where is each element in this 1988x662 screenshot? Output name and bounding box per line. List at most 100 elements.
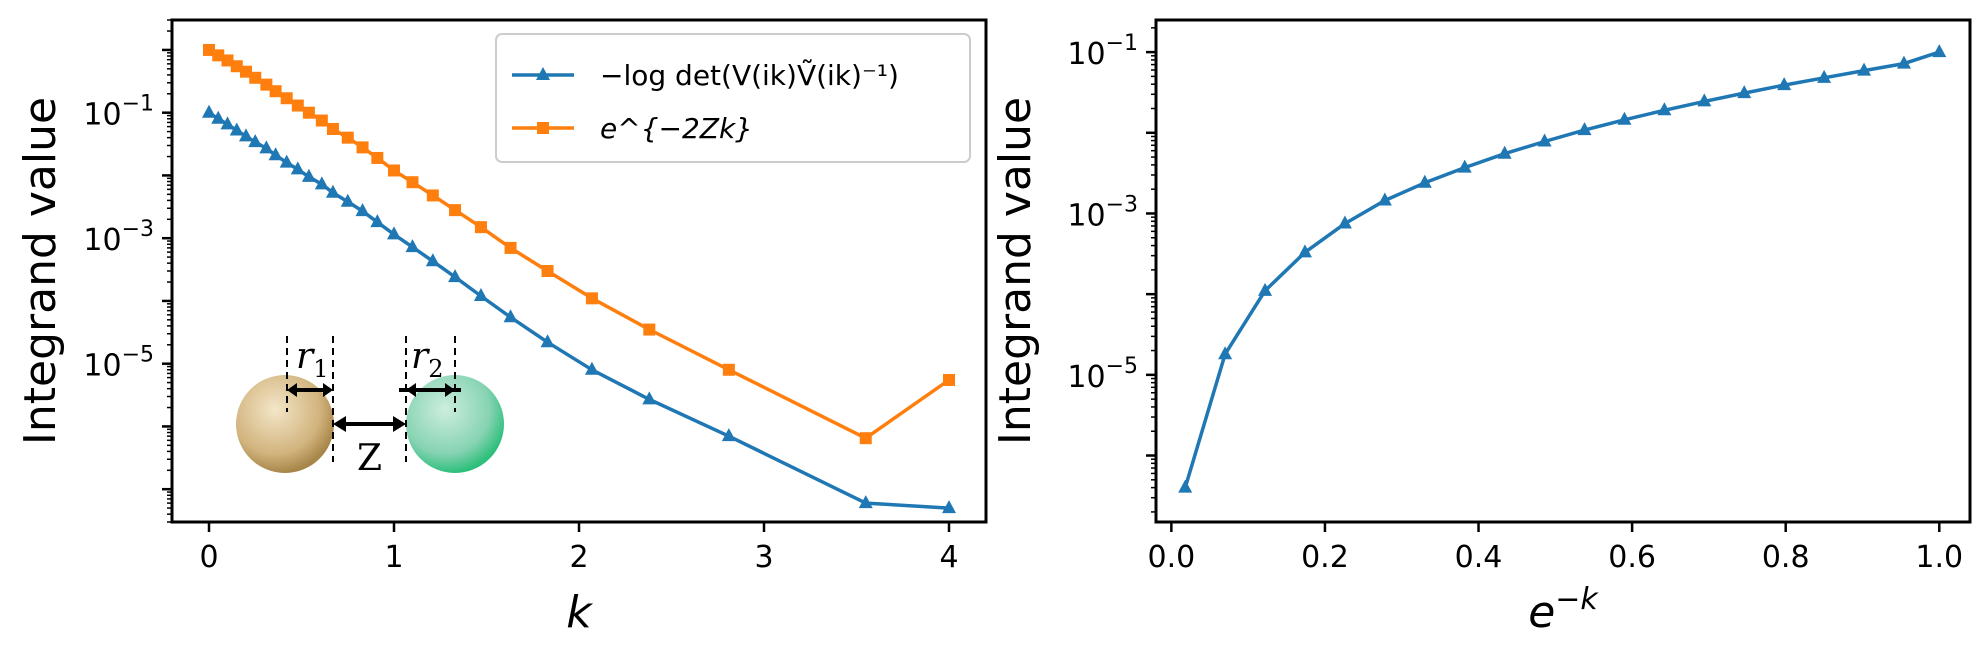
data-point-square	[249, 71, 262, 84]
data-point-triangle	[1932, 44, 1947, 58]
data-point-triangle	[642, 391, 657, 405]
data-point-triangle	[259, 140, 274, 154]
data-point-triangle	[239, 128, 253, 142]
data-point-square	[302, 106, 315, 119]
arrowhead	[333, 416, 346, 432]
data-point-triangle	[340, 193, 355, 207]
x-tick-label: 0	[199, 540, 218, 575]
data-point-square	[585, 292, 598, 305]
left-chart: 0 1 2 3 4 10−1 10−3 10−5 Integrand value k −lo…	[15, 18, 988, 638]
x-tick-label: 0.0	[1147, 540, 1195, 575]
data-point-triangle	[202, 104, 216, 118]
x-tick-label: 0.4	[1455, 540, 1503, 575]
data-point-triangle	[301, 168, 316, 182]
data-point-triangle	[1817, 69, 1832, 83]
data-point-triangle	[1537, 133, 1552, 147]
data-point-triangle	[425, 253, 440, 267]
legend-marker-square	[537, 122, 549, 134]
data-point-triangle	[1896, 55, 1911, 69]
data-point-triangle	[1497, 145, 1512, 159]
right-x-ticks: 0.0 0.2 0.4 0.6 0.8 1.0	[1147, 522, 1963, 575]
y-tick-label: 10−3	[83, 217, 154, 258]
data-point-square	[269, 85, 282, 98]
data-point-square	[341, 131, 354, 144]
data-point-triangle	[1617, 111, 1632, 125]
data-point-square	[326, 122, 339, 135]
data-point-triangle	[448, 269, 463, 283]
left-y-ticks: 10−1 10−3 10−5	[83, 19, 172, 523]
data-point-square	[643, 323, 656, 336]
data-point-triangle	[1297, 244, 1312, 258]
data-point-square	[943, 373, 955, 386]
left-series-layer	[202, 43, 956, 514]
data-point-triangle	[942, 500, 956, 514]
inset-spheres: r1 r2 Z	[236, 336, 504, 479]
data-point-triangle	[1577, 122, 1592, 136]
data-point-triangle	[1777, 77, 1792, 91]
z-label: Z	[357, 438, 382, 479]
r2-label: r2	[411, 336, 444, 383]
right-chart: 0.0 0.2 0.4 0.6 0.8 1.0 10−1 10−3 10−5 Integran…	[990, 18, 1972, 638]
data-point-square	[541, 265, 554, 277]
data-point-square	[356, 141, 369, 154]
data-point-triangle	[248, 134, 263, 148]
y-tick-label: 10−5	[1067, 354, 1138, 395]
arrowhead	[406, 383, 416, 397]
data-point-triangle	[1657, 102, 1672, 116]
y-tick-label: 10−1	[83, 92, 154, 133]
data-point-square	[221, 54, 234, 67]
data-point-triangle	[279, 154, 294, 168]
data-point-square	[504, 241, 517, 254]
x-tick-label: 3	[754, 540, 773, 575]
legend-marker-triangle	[536, 67, 550, 80]
right-plot-frame	[1154, 18, 1972, 524]
data-point-triangle	[473, 287, 488, 301]
y-tick-label: 10−1	[1067, 31, 1138, 72]
x-tick-label: 1.0	[1915, 540, 1963, 575]
data-point-triangle	[1417, 174, 1432, 188]
data-point-triangle	[1377, 192, 1392, 206]
left-x-ticks: 0 1 2 3 4	[199, 522, 959, 575]
data-point-triangle	[405, 239, 420, 253]
data-point-square	[212, 49, 225, 62]
data-point-square	[291, 99, 304, 112]
data-point-triangle	[721, 428, 736, 442]
data-point-square	[449, 204, 462, 217]
r1-label: r1	[296, 336, 329, 383]
legend-box	[495, 33, 971, 163]
data-point-square	[371, 151, 384, 164]
data-point-triangle	[1857, 62, 1872, 76]
data-point-square	[260, 78, 273, 91]
data-point-triangle	[211, 110, 226, 124]
right-y-ticks: 10−1 10−3 10−5	[1067, 27, 1156, 513]
data-point-triangle	[1258, 282, 1273, 296]
x-tick-label: 0.2	[1301, 540, 1349, 575]
x-tick-label: 1	[384, 540, 403, 575]
data-point-square	[722, 363, 735, 376]
data-point-triangle	[1218, 346, 1233, 360]
data-point-triangle	[540, 334, 555, 348]
data-point-square	[474, 221, 487, 234]
arrowhead	[323, 383, 333, 397]
y-tick-label: 10−5	[83, 343, 154, 384]
data-point-triangle	[290, 161, 305, 175]
data-point-triangle	[355, 203, 370, 217]
legend-label-log-det: −log det(V(ik)Ṽ(ik)⁻¹)	[600, 58, 899, 92]
data-point-square	[388, 164, 400, 177]
sphere-left	[236, 375, 334, 473]
x-tick-label: 0.8	[1762, 540, 1810, 575]
data-point-triangle	[314, 176, 329, 190]
data-point-triangle	[1457, 159, 1472, 173]
right-series-layer	[1178, 44, 1947, 493]
data-point-triangle	[387, 226, 401, 240]
series-line	[1183, 50, 1940, 489]
data-point-square	[315, 114, 328, 127]
x-tick-label: 2	[569, 540, 588, 575]
data-point-triangle	[220, 116, 235, 130]
data-point-square	[280, 92, 293, 105]
right-y-axis-label: Integrand value	[990, 97, 1041, 445]
y-tick-label: 10−3	[1067, 192, 1138, 233]
data-point-triangle	[858, 495, 873, 509]
legend-label-exp: e^{−2Zk}	[600, 112, 753, 145]
